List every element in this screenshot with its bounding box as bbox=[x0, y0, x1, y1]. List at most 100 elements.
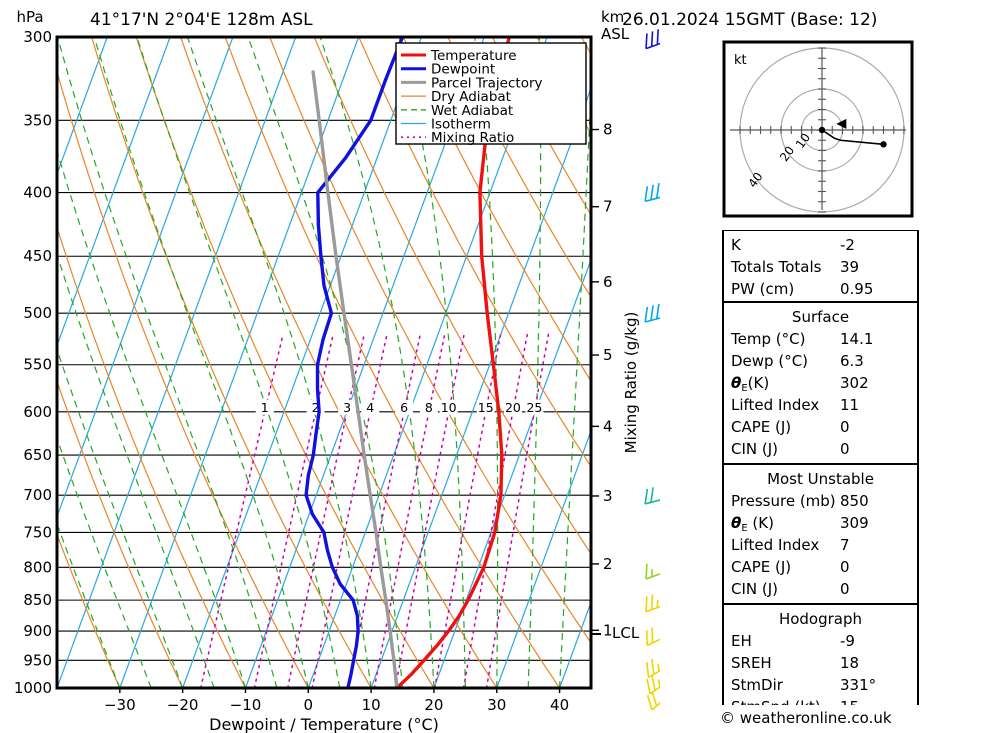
pressure-tick-label: 450 bbox=[23, 247, 52, 265]
panel-row-value: 0 bbox=[840, 580, 850, 598]
isotherm-line bbox=[370, 86, 591, 688]
mixing-ratio-label: 20 bbox=[503, 399, 522, 415]
wet-adiabat-line bbox=[319, 37, 435, 688]
hodograph-unit-label: kt bbox=[734, 53, 747, 68]
svg-text:3: 3 bbox=[343, 400, 351, 415]
dry-adiabat-line bbox=[57, 69, 309, 688]
svg-text:15: 15 bbox=[478, 400, 494, 415]
date-title: 26.01.2024 15GMT (Base: 12) bbox=[622, 10, 877, 30]
panel-row-label: PW (cm) bbox=[731, 280, 794, 298]
panel-row-label: θE (K) bbox=[731, 514, 774, 534]
hodograph-point bbox=[880, 141, 887, 148]
panel-row-value: 0 bbox=[840, 558, 850, 576]
pressure-tick-label: 650 bbox=[23, 446, 52, 464]
dry-adiabat-line bbox=[224, 37, 561, 688]
height-tick-label: 2 bbox=[603, 555, 613, 573]
panel-row-value: 302 bbox=[840, 374, 869, 392]
skewt-axes: hPa 41°17'N 2°04'E 128m ASL kmASL300350400… bbox=[14, 8, 640, 733]
panel-row-value: 850 bbox=[840, 492, 869, 510]
wind-barb bbox=[644, 487, 660, 505]
height-tick-label: 1 bbox=[603, 621, 613, 639]
wet-adiabat-line bbox=[93, 37, 309, 688]
mixing-ratio-label: 1 bbox=[255, 399, 274, 415]
panel-row-label: Lifted Index bbox=[731, 396, 819, 414]
panel-row-label: Temp (°C) bbox=[730, 330, 805, 348]
pressure-tick-label: 950 bbox=[23, 651, 52, 669]
mixing-ratio-axis-label: Mixing Ratio (g/kg) bbox=[622, 312, 640, 454]
hodograph-marker bbox=[836, 118, 847, 129]
pressure-tick-label: 1000 bbox=[14, 679, 52, 697]
dry-adiabat-line bbox=[402, 37, 591, 383]
wind-barb bbox=[645, 594, 660, 613]
hodograph-box: 10 20 40 kt bbox=[722, 40, 914, 218]
height-tick-label: 5 bbox=[603, 346, 613, 364]
legend-label: Wet Adiabat bbox=[431, 103, 513, 119]
pressure-tick-label: 850 bbox=[23, 591, 52, 609]
svg-text:6: 6 bbox=[400, 400, 408, 415]
pressure-tick-label: 350 bbox=[23, 111, 52, 129]
dry-adiabat-line bbox=[269, 37, 591, 644]
plot-border bbox=[55, 35, 593, 690]
panel-row-value: -9 bbox=[840, 632, 855, 650]
svg-text:8: 8 bbox=[425, 400, 433, 415]
panel-row-label: CIN (J) bbox=[731, 580, 778, 598]
station-title: 41°17'N 2°04'E 128m ASL bbox=[90, 10, 313, 30]
wind-barb bbox=[645, 659, 660, 678]
panel-row-value: 14.1 bbox=[840, 330, 873, 348]
panel-row-value: 39 bbox=[840, 258, 859, 276]
isotherm-line bbox=[433, 257, 591, 688]
wet-adiabat-line bbox=[57, 37, 278, 688]
dry-adiabat-line bbox=[447, 37, 591, 299]
wind-barb bbox=[644, 183, 660, 203]
panel-row-value: 11 bbox=[840, 396, 859, 414]
x-axis-label: Dewpoint / Temperature (°C) bbox=[209, 715, 439, 733]
temperature-tick-label: 0 bbox=[304, 696, 314, 714]
mixing-ratio-label: 10 bbox=[439, 399, 458, 415]
skewt-profiles bbox=[304, 37, 511, 688]
wet-adiabat-line bbox=[474, 37, 499, 688]
dry-adiabat-line bbox=[313, 37, 591, 555]
panel-row-label: θE(K) bbox=[731, 374, 769, 394]
isotherm-line bbox=[57, 37, 108, 176]
pressure-tick-label: 400 bbox=[23, 184, 52, 202]
skewt-chart: 1 2 3 4 6 8 10 15 20 25 hPa 41°17'N 2°04'E 128m ASL… bbox=[14, 8, 660, 733]
pressure-tick-label: 600 bbox=[23, 403, 52, 421]
panel-row-value: 0 bbox=[840, 440, 850, 458]
pressure-tick-label: 550 bbox=[23, 356, 52, 374]
panel-row-label: K bbox=[731, 236, 742, 254]
panel-row-label: SREH bbox=[731, 654, 772, 672]
panel-row-value: -2 bbox=[840, 236, 855, 254]
height-tick-label: 6 bbox=[603, 273, 613, 291]
svg-text:2: 2 bbox=[312, 400, 320, 415]
wet-adiabat-line bbox=[247, 37, 404, 688]
height-unit-label2: ASL bbox=[601, 25, 630, 43]
svg-text:25: 25 bbox=[526, 400, 542, 415]
svg-text:10: 10 bbox=[441, 400, 457, 415]
lcl-label: LCL bbox=[612, 624, 640, 642]
panel-row-label: Dewp (°C) bbox=[731, 352, 808, 370]
temperature-tick-label: 10 bbox=[362, 696, 381, 714]
wind-barb-column bbox=[644, 29, 660, 711]
height-tick-label: 7 bbox=[603, 198, 613, 216]
panel-row-label: CIN (J) bbox=[731, 440, 778, 458]
legend-label: Temperature bbox=[430, 48, 517, 64]
mixing-ratio-label: 3 bbox=[338, 399, 357, 415]
wind-barb bbox=[645, 627, 660, 647]
copyright-text: © weatheronline.co.uk bbox=[720, 709, 892, 727]
isotherm-line bbox=[496, 429, 591, 688]
panels-svg: K -2 Totals Totals 39 PW (cm) 0.95 Surface Temp… bbox=[722, 230, 919, 705]
indices-panel: K -2 Totals Totals 39 PW (cm) 0.95 Surface Temp… bbox=[722, 230, 919, 705]
panel-row-label: StmSpd (kt) bbox=[731, 698, 821, 705]
height-unit-label: km bbox=[601, 8, 624, 26]
isotherm-line bbox=[119, 37, 360, 688]
profile-dewpoint bbox=[304, 37, 405, 688]
wind-barb bbox=[646, 675, 660, 695]
dry-adiabat-line bbox=[57, 225, 247, 688]
panel-row-label: StmDir bbox=[731, 676, 784, 694]
panel-row-label: Totals Totals bbox=[730, 258, 822, 276]
pressure-tick-label: 750 bbox=[23, 523, 52, 541]
dry-adiabat-line bbox=[57, 379, 184, 688]
pressure-tick-label: 500 bbox=[23, 304, 52, 322]
